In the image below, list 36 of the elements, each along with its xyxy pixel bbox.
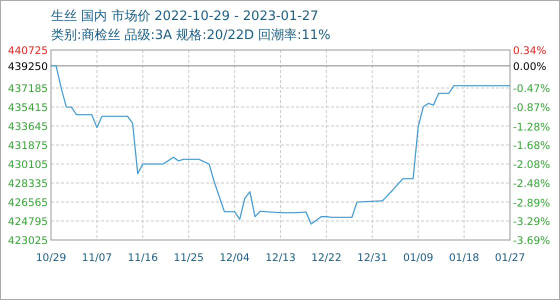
- y2-tick-label: -2.48%: [513, 178, 550, 190]
- x-tick-label: 12/31: [357, 252, 388, 264]
- y-tick-label: 435415: [8, 102, 48, 114]
- y-tick-label: 440725: [8, 45, 48, 57]
- y-tick-label: 439250: [8, 60, 48, 73]
- y2-tick-label: -0.47%: [513, 83, 550, 96]
- y-tick-label: 428335: [8, 178, 48, 190]
- y-tick-label: 430105: [8, 159, 48, 171]
- x-tick-label: 01/18: [448, 252, 480, 264]
- y2-tick-label: 0.34%: [513, 45, 546, 57]
- y-tick-label: 433645: [8, 121, 48, 133]
- x-tick-label: 12/13: [265, 252, 296, 264]
- y-tick-label: 423025: [8, 235, 48, 247]
- y2-tick-label: 0.00%: [513, 61, 546, 74]
- y-tick-label: 431875: [8, 140, 48, 152]
- x-tick-label: 11/16: [128, 252, 158, 264]
- y2-tick-label: -2.89%: [513, 197, 550, 210]
- x-tick-label: 11/07: [82, 252, 112, 264]
- x-tick-label: 11/25: [174, 252, 204, 264]
- y2-tick-label: -2.08%: [513, 159, 550, 172]
- chart-title: 生丝 国内 市场价 2022-10-29 - 2023-01-27: [51, 9, 318, 24]
- y2-tick-label: -0.87%: [513, 102, 550, 114]
- x-tick-label: 10/29: [36, 252, 66, 264]
- x-tick-label: 12/22: [311, 252, 342, 264]
- y2-tick-label: -1.28%: [513, 121, 550, 134]
- x-tick-label: 01/09: [403, 252, 434, 264]
- y-tick-label: 426565: [8, 197, 48, 209]
- x-tick-label: 01/27: [494, 252, 526, 264]
- x-tick-label: 12/04: [219, 252, 250, 264]
- y2-tick-label: -3.69%: [513, 235, 550, 247]
- line-series: [50, 65, 511, 225]
- y-tick-label: 437185: [8, 83, 48, 95]
- y-tick-label: 424795: [8, 216, 48, 228]
- y2-tick-label: -1.68%: [513, 140, 550, 152]
- chart-subtitle: 类别:商检丝 品级:3A 规格:20/22D 回潮率:11%: [51, 27, 330, 43]
- y2-tick-label: -3.29%: [513, 216, 550, 228]
